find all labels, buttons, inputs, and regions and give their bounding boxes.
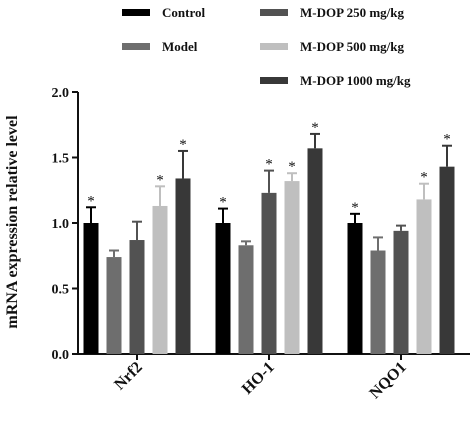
legend-swatch xyxy=(260,77,288,84)
bar-group-nqo1: * * * xyxy=(347,132,455,354)
y-tick-label: 1.0 xyxy=(52,217,70,232)
legend-item: Model xyxy=(122,39,198,54)
legend-item: M-DOP 500 mg/kg xyxy=(260,39,404,54)
bar xyxy=(152,205,168,354)
bar xyxy=(439,166,455,354)
bar xyxy=(284,181,300,354)
significance-mark: * xyxy=(87,193,95,209)
bar-group-nrf2: * * * xyxy=(83,137,191,354)
x-tick-label: NQO1 xyxy=(366,359,409,402)
legend-label: M-DOP 500 mg/kg xyxy=(300,39,404,54)
bar xyxy=(393,230,409,354)
bar xyxy=(307,148,323,354)
x-tick-label: HO-1 xyxy=(239,359,278,398)
bar xyxy=(238,245,254,354)
legend-item: Control xyxy=(122,5,205,20)
significance-mark: * xyxy=(351,200,359,216)
bar xyxy=(215,223,231,354)
bar xyxy=(370,250,386,354)
legend-item: M-DOP 1000 mg/kg xyxy=(260,73,411,88)
y-tick-label: 2.0 xyxy=(52,86,70,101)
x-tick-label: Nrf2 xyxy=(111,359,146,394)
bar xyxy=(129,240,145,354)
bar xyxy=(347,223,363,354)
bar xyxy=(261,192,277,354)
legend-label: M-DOP 1000 mg/kg xyxy=(300,73,411,88)
bar-group-ho-1: * * * * xyxy=(215,120,323,354)
legend-label: Control xyxy=(162,5,205,20)
legend-label: M-DOP 250 mg/kg xyxy=(300,5,404,20)
legend-item: M-DOP 250 mg/kg xyxy=(260,5,404,20)
y-tick-label: 0.0 xyxy=(52,348,70,363)
significance-mark: * xyxy=(265,157,273,173)
significance-mark: * xyxy=(443,132,451,148)
significance-mark: * xyxy=(311,120,319,136)
significance-mark: * xyxy=(179,137,187,153)
legend-swatch xyxy=(122,43,150,50)
significance-mark: * xyxy=(420,170,428,186)
y-axis-label: mRNA expression relative level xyxy=(4,115,21,329)
y-axis: 0.0 0.5 1.0 1.5 2.0 xyxy=(52,86,79,363)
x-axis: Nrf2 HO-1 NQO1 xyxy=(78,353,470,402)
legend: Control Model M-DOP 250 mg/kg M-DOP 500 mg/… xyxy=(122,5,411,88)
bars: * * * * * * * * * * xyxy=(83,120,455,354)
bar xyxy=(416,199,432,354)
legend-swatch xyxy=(260,43,288,50)
legend-label: Model xyxy=(162,39,198,54)
legend-swatch xyxy=(122,9,150,16)
y-tick-label: 0.5 xyxy=(52,283,70,298)
bar xyxy=(175,178,191,354)
significance-mark: * xyxy=(156,172,164,188)
y-tick-label: 1.5 xyxy=(52,152,70,167)
legend-swatch xyxy=(260,9,288,16)
bar xyxy=(106,257,122,354)
significance-mark: * xyxy=(219,195,227,211)
bar xyxy=(83,223,99,354)
significance-mark: * xyxy=(288,159,296,175)
